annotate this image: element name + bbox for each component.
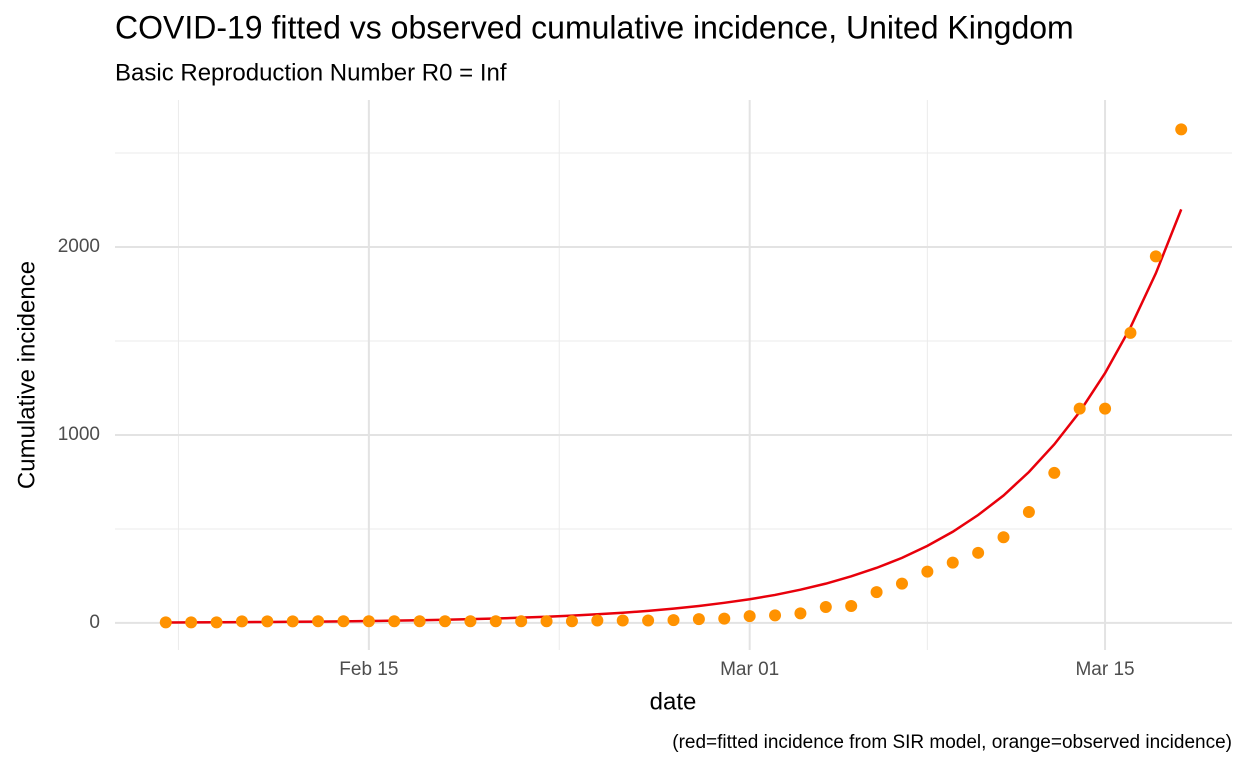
observed-point	[1149, 250, 1162, 263]
x-axis-label: date	[650, 688, 697, 715]
observed-point	[210, 616, 223, 629]
observed-point	[540, 615, 553, 628]
observed-point	[845, 600, 858, 613]
y-axis-label: Cumulative incidence	[13, 261, 40, 489]
y-tick-label: 0	[89, 612, 100, 633]
observed-point	[489, 615, 502, 628]
chart-subtitle: Basic Reproduction Number R0 = Inf	[115, 59, 507, 86]
observed-point	[743, 610, 756, 623]
observed-point	[565, 615, 578, 628]
y-tick-label: 2000	[58, 236, 100, 257]
observed-point	[895, 577, 908, 590]
observed-point	[870, 586, 883, 599]
observed-point	[692, 613, 705, 626]
observed-point	[1048, 466, 1061, 479]
observed-point	[515, 615, 528, 628]
observed-point	[261, 615, 274, 628]
observed-point	[819, 600, 832, 613]
observed-point	[769, 609, 782, 622]
observed-point	[1124, 326, 1137, 339]
observed-point	[591, 614, 604, 627]
observed-point	[1022, 506, 1035, 519]
observed-point	[439, 615, 452, 628]
observed-point	[185, 616, 198, 629]
observed-point	[464, 615, 477, 628]
x-tick-label: Feb 15	[339, 659, 398, 680]
x-tick-label: Mar 01	[720, 659, 779, 680]
observed-point	[972, 546, 985, 559]
observed-point	[946, 556, 959, 569]
observed-point	[921, 565, 934, 578]
fitted-line	[165, 208, 1183, 624]
observed-point	[413, 615, 426, 628]
observed-point	[1175, 123, 1188, 136]
observed-point	[997, 531, 1010, 544]
observed-point	[794, 607, 807, 620]
observed-point	[616, 614, 629, 627]
observed-point	[388, 615, 401, 628]
observed-point	[362, 615, 375, 628]
observed-point	[235, 615, 248, 628]
observed-point	[159, 616, 172, 629]
y-tick-label: 1000	[58, 424, 100, 445]
observed-point	[642, 614, 655, 627]
observed-point	[718, 612, 731, 625]
caption: (red=fitted incidence from SIR model, or…	[672, 732, 1232, 753]
observed-point	[312, 615, 325, 628]
observed-point	[667, 614, 680, 627]
chart-title: COVID-19 fitted vs observed cumulative i…	[115, 9, 1074, 45]
observed-point	[337, 615, 350, 628]
observed-point	[286, 615, 299, 628]
x-tick-label: Mar 15	[1075, 659, 1134, 680]
observed-point	[1099, 402, 1112, 415]
observed-point	[1073, 402, 1086, 415]
